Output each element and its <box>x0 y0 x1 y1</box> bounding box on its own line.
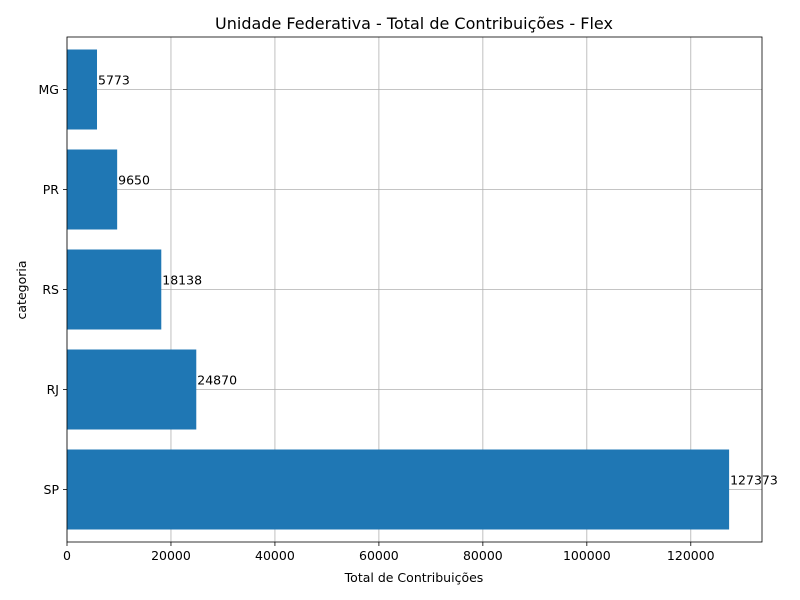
bars <box>67 49 730 530</box>
bar-rs <box>67 249 162 330</box>
x-tick-label: 20000 <box>151 548 191 563</box>
y-tick-label: RJ <box>47 382 59 397</box>
x-tick-label: 40000 <box>255 548 295 563</box>
x-tick-label: 100000 <box>563 548 611 563</box>
plot-frame <box>66 36 763 543</box>
data-labels: 127373 24870 18138 9650 5773 <box>98 73 778 488</box>
x-axis-label: Total de Contribuições <box>344 570 484 585</box>
x-tick-label: 60000 <box>359 548 399 563</box>
y-tick-label: RS <box>42 282 59 297</box>
y-tick-label: PR <box>43 182 60 197</box>
data-label-rs: 18138 <box>162 273 202 288</box>
data-label-pr: 9650 <box>118 173 150 188</box>
data-label-mg: 5773 <box>98 73 130 88</box>
bar-pr <box>67 149 118 230</box>
chart-title: Unidade Federativa - Total de Contribuiç… <box>215 14 613 33</box>
x-axis-ticks: 0 20000 40000 60000 80000 100000 120000 <box>63 542 715 563</box>
x-tick-label: 120000 <box>667 548 715 563</box>
bar-mg <box>67 49 98 130</box>
x-tick-label: 0 <box>63 548 71 563</box>
x-tick-label: 80000 <box>463 548 503 563</box>
data-label-rj: 24870 <box>197 373 237 388</box>
y-tick-label: MG <box>39 82 59 97</box>
y-axis-label: categoria <box>14 261 29 320</box>
y-tick-label: SP <box>44 482 60 497</box>
bar-sp <box>67 449 730 530</box>
data-label-sp: 127373 <box>730 473 778 488</box>
grid-lines <box>66 37 762 542</box>
bar-rj <box>67 349 197 430</box>
y-axis-ticks: SP RJ RS PR MG <box>39 82 67 497</box>
